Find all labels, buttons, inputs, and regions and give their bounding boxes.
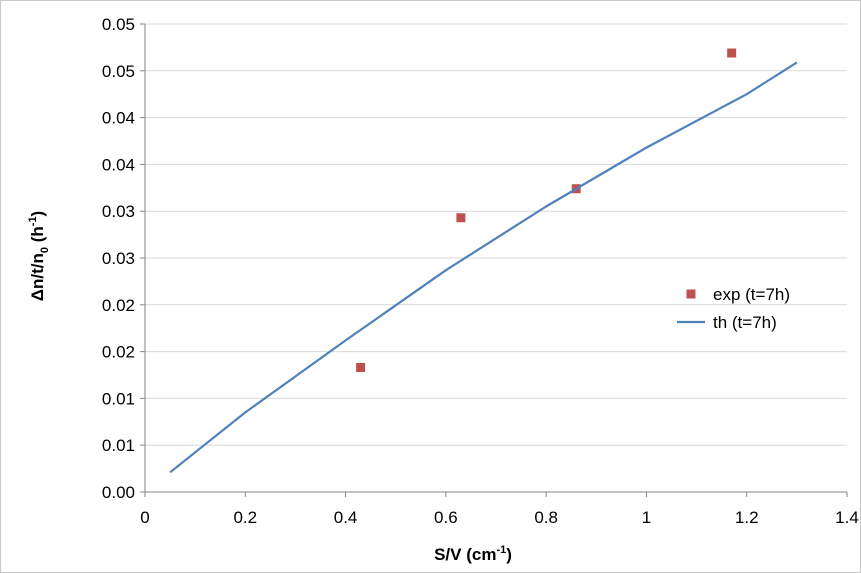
x-tick-label-0: 0 xyxy=(140,508,149,527)
y-axis-title-end: ) xyxy=(28,211,47,217)
x-tick-label-7: 1.4 xyxy=(835,508,859,527)
x-tick-label-1: 0.2 xyxy=(233,508,257,527)
y-tick-labels: 0.00 0.01 0.01 0.02 0.02 0.03 0.03 0.04 0.04 0.05… xyxy=(102,15,135,502)
y-axis-title-sup: -1 xyxy=(27,216,39,226)
y-axis-title-mid: (h xyxy=(28,226,47,247)
legend-swatch-exp xyxy=(686,289,696,299)
y-tick-label-2: 0.01 xyxy=(102,389,135,408)
y-axis-title-main: Δn/t/n xyxy=(28,253,47,301)
y-tick-label-9: 0.05 xyxy=(102,62,135,81)
y-tick-label-1: 0.01 xyxy=(102,436,135,455)
grid-lines xyxy=(145,23,847,446)
legend-label-1: th (t=7h) xyxy=(713,313,777,332)
x-axis-title-sup: -1 xyxy=(496,544,506,556)
x-tick-labels: 0 0.2 0.4 0.6 0.8 1 1.2 1.4 xyxy=(140,508,859,527)
series-line-th xyxy=(169,61,798,474)
y-tick-label-10: 0.05 xyxy=(102,15,135,34)
y-axis-title: Δn/t/n0 (h-1) xyxy=(27,211,51,301)
x-axis-title-main: S/V (cm xyxy=(434,545,496,564)
x-tick-label-6: 1.2 xyxy=(735,508,759,527)
x-tick-label-5: 1 xyxy=(642,508,651,527)
y-tick-label-0: 0.00 xyxy=(102,483,135,502)
data-point-exp-3 xyxy=(727,48,737,58)
x-tick-label-3: 0.6 xyxy=(434,508,458,527)
x-tick-label-2: 0.4 xyxy=(334,508,358,527)
legend-label-0: exp (t=7h) xyxy=(713,285,790,304)
y-tick-label-5: 0.03 xyxy=(102,249,135,268)
x-axis-title-end: ) xyxy=(506,545,512,564)
x-axis-title: S/V (cm-1) xyxy=(434,544,512,564)
legend: exp (t=7h) th (t=7h) xyxy=(677,285,790,332)
y-tick-label-6: 0.03 xyxy=(102,202,135,221)
y-tick-label-7: 0.04 xyxy=(102,155,135,174)
axes xyxy=(140,23,848,497)
y-tick-label-3: 0.02 xyxy=(102,343,135,362)
series-layer xyxy=(169,48,798,474)
y-tick-label-8: 0.04 xyxy=(102,109,135,128)
data-point-exp-1 xyxy=(456,213,466,223)
y-tick-label-4: 0.02 xyxy=(102,296,135,315)
x-tick-label-4: 0.8 xyxy=(534,508,558,527)
y-axis-title-sub: 0 xyxy=(39,247,51,253)
data-point-exp-0 xyxy=(356,363,366,373)
